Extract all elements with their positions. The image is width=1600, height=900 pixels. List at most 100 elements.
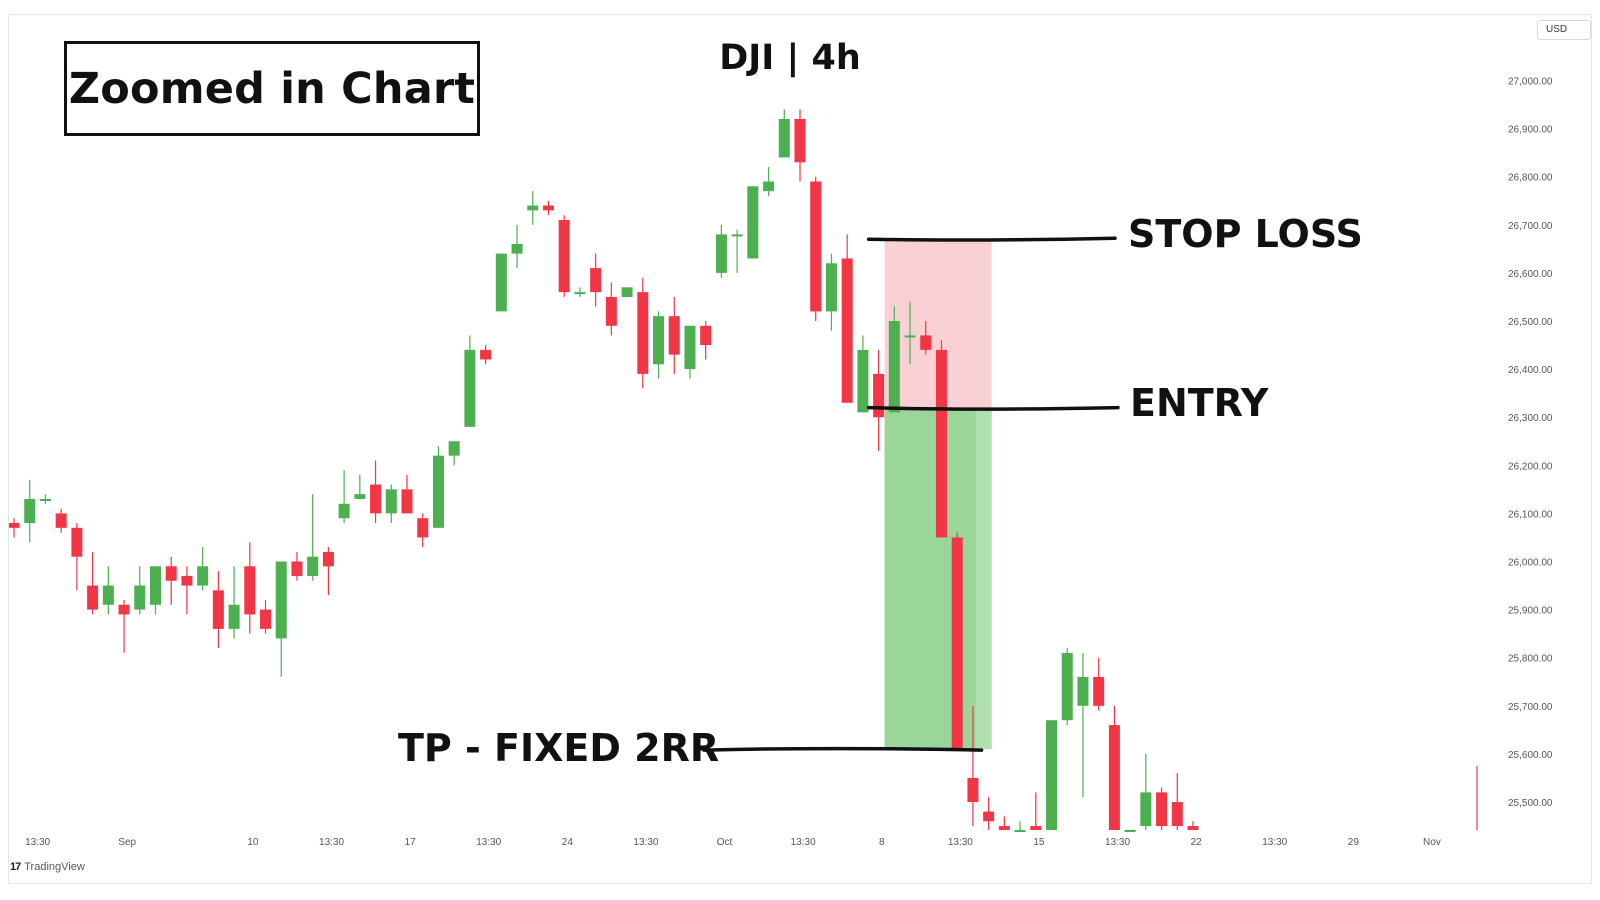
candle-body — [857, 349, 869, 413]
time-tick-label: Oct — [717, 837, 733, 848]
candle — [873, 349, 885, 451]
brand-name: TradingView — [24, 861, 85, 873]
candle-body — [8, 523, 20, 528]
candle — [637, 277, 649, 389]
candle — [134, 566, 146, 615]
candle — [480, 345, 492, 365]
candle-body — [1187, 826, 1199, 830]
candle — [338, 470, 350, 524]
candle-body — [275, 561, 287, 639]
candle-body — [149, 566, 161, 605]
candle — [763, 167, 775, 196]
candle-body — [700, 325, 712, 346]
candle — [715, 224, 727, 278]
candle-body — [935, 349, 947, 538]
candle — [1061, 648, 1073, 726]
candle — [307, 494, 319, 581]
candle — [668, 296, 680, 374]
candle-body — [480, 349, 492, 360]
candle-body — [904, 335, 916, 338]
time-tick-label: 17 — [405, 837, 417, 848]
time-axis[interactable]: 13:30 Sep 10 13:30 17 13:30 24 13:30 Oct 13:30 8 13… — [25, 766, 1478, 848]
candle-body — [1014, 830, 1026, 832]
candle — [118, 599, 130, 653]
candle — [71, 523, 83, 591]
candle-body — [1046, 720, 1058, 830]
candle-body — [87, 585, 99, 610]
candle — [464, 335, 476, 427]
candle — [888, 306, 900, 413]
candle — [825, 253, 837, 331]
candle-body — [307, 556, 319, 576]
candle-body — [118, 604, 130, 615]
candle-body — [464, 349, 476, 427]
candle — [24, 479, 36, 543]
time-tick-label: Nov — [1423, 837, 1441, 848]
candle-body — [1061, 652, 1073, 721]
time-tick-label: 13:30 — [319, 837, 344, 848]
price-tick-label: 26,100.00 — [1508, 509, 1553, 520]
candle — [511, 224, 523, 269]
candle — [87, 551, 99, 615]
candle — [605, 282, 617, 336]
price-tick-label: 26,000.00 — [1508, 558, 1553, 569]
candle — [998, 816, 1010, 830]
candle-body — [102, 585, 114, 605]
entry-label: ENTRY — [1130, 381, 1269, 425]
price-tick-label: 25,600.00 — [1508, 750, 1553, 761]
candle-body — [417, 518, 429, 538]
chart-title: DJI | 4h — [719, 38, 861, 78]
candle-body — [495, 253, 507, 312]
title-box: Zoomed in Chart — [64, 41, 480, 136]
candle — [621, 287, 633, 297]
candle — [448, 441, 460, 466]
candle-body — [338, 503, 350, 519]
candle — [904, 301, 916, 365]
candle-body — [448, 441, 460, 456]
candle — [8, 518, 20, 538]
candle — [322, 547, 334, 596]
candle — [228, 566, 240, 639]
candle-body — [354, 494, 366, 499]
candle-body — [165, 566, 177, 581]
candle — [1124, 830, 1136, 832]
price-axis[interactable]: 25,500.00 25,600.00 25,700.00 25,800.00 25,9… — [1508, 77, 1553, 810]
candle-body — [794, 118, 806, 163]
candle-body — [684, 325, 696, 370]
candle-body — [511, 244, 523, 254]
candle-body — [244, 566, 256, 615]
candle — [700, 321, 712, 360]
candle-body — [763, 181, 775, 192]
candle-body — [24, 498, 36, 524]
candle — [1077, 652, 1089, 798]
price-tick-label: 27,000.00 — [1508, 77, 1553, 88]
tradingview-brand[interactable]: 17 TradingView — [10, 861, 85, 873]
price-tick-label: 26,300.00 — [1508, 413, 1553, 424]
candle — [527, 191, 539, 225]
candle-body — [1108, 725, 1120, 830]
candle-body — [967, 777, 979, 802]
candle — [275, 561, 287, 677]
tradingview-logo-icon: 17 — [10, 861, 21, 873]
candle — [417, 513, 429, 548]
candle — [385, 484, 397, 524]
candle-body — [322, 551, 334, 567]
candle — [1171, 773, 1183, 830]
candle — [951, 532, 963, 750]
candle — [197, 547, 209, 591]
annotation-lines — [702, 236, 1120, 752]
candle — [857, 335, 869, 413]
candle — [55, 508, 67, 533]
candle-body — [260, 609, 272, 629]
time-tick-label: 10 — [247, 837, 259, 848]
take-profit-zone-edge — [975, 407, 992, 750]
currency-badge[interactable]: USD — [1537, 20, 1591, 40]
candle — [1046, 720, 1058, 830]
candle — [841, 234, 853, 403]
candle-body — [668, 316, 680, 355]
candle-body — [810, 181, 822, 312]
candle — [574, 287, 586, 297]
candle-body — [951, 537, 963, 750]
candle-body — [998, 826, 1010, 830]
